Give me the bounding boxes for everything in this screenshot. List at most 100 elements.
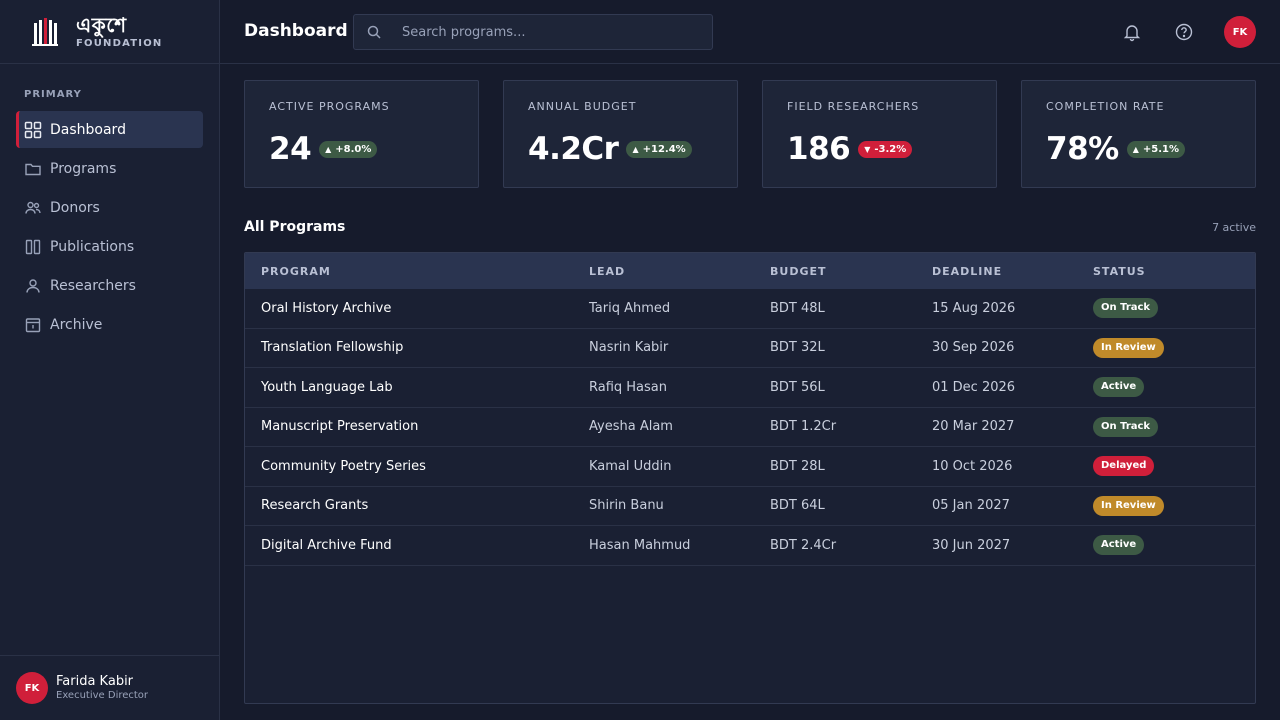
delta-badge: ▲ +8.0% [319, 140, 378, 158]
column-header-budget[interactable]: BUDGET [770, 264, 827, 278]
user-profile[interactable]: FK Farida Kabir Executive Director [0, 655, 219, 720]
sidebar-nav: Dashboard Programs Donors Publications R… [16, 111, 203, 345]
program-name: Digital Archive Fund [261, 537, 392, 553]
stat-value: 78% [1046, 131, 1119, 167]
arrow-up-icon: ▲ [632, 144, 639, 154]
program-budget: BDT 28L [770, 458, 825, 474]
sidebar-item-donors[interactable]: Donors [16, 189, 203, 226]
column-header-status[interactable]: STATUS [1093, 264, 1146, 278]
program-name: Translation Fellowship [261, 340, 404, 356]
stat-label: COMPLETION RATE [1046, 100, 1165, 113]
table-row[interactable]: Oral History Archive Tariq Ahmed BDT 48L 15… [245, 289, 1255, 329]
program-name: Manuscript Preservation [261, 419, 419, 435]
book-icon [25, 239, 41, 254]
sidebar-item-label: Archive [50, 316, 103, 333]
shaheed-minar-logo-icon [32, 17, 58, 46]
status-cell: Active [1093, 535, 1253, 556]
search-input[interactable] [402, 24, 702, 40]
stat-card-annual-budget: ANNUAL BUDGET 4.2Cr ▲ +12.4% [503, 80, 738, 188]
status-badge: In Review [1093, 495, 1164, 516]
sidebar-item-archive[interactable]: Archive [16, 306, 203, 343]
stat-card-field-researchers: FIELD RESEARCHERS 186 ▼ -3.2% [762, 80, 997, 188]
sidebar-item-label: Donors [50, 199, 100, 216]
sidebar-item-label: Programs [50, 160, 117, 177]
delta-value: -3.2% [874, 143, 907, 155]
sidebar: একুশে FOUNDATION PRIMARY Dashboard Progr… [0, 0, 220, 720]
program-deadline: 20 Mar 2027 [932, 419, 1015, 435]
delta-badge: ▲ +5.1% [1126, 140, 1185, 158]
status-badge: On Track [1093, 298, 1159, 319]
stat-value: 24 [269, 131, 312, 167]
program-name: Youth Language Lab [261, 379, 393, 395]
program-name: Research Grants [261, 498, 369, 514]
stat-label: ANNUAL BUDGET [528, 100, 637, 113]
sidebar-item-dashboard[interactable]: Dashboard [16, 111, 203, 148]
status-badge: On Track [1093, 416, 1159, 437]
stat-value: 186 [787, 131, 851, 167]
status-cell: On Track [1093, 298, 1253, 319]
stat-value: 4.2Cr [528, 131, 619, 167]
status-cell: On Track [1093, 416, 1253, 437]
table-row[interactable]: Youth Language Lab Rafiq Hasan BDT 56L 01 D… [245, 368, 1255, 408]
program-deadline: 30 Jun 2027 [932, 537, 1011, 553]
program-budget: BDT 1.2Cr [770, 419, 837, 435]
user-icon [26, 278, 40, 293]
nav-section-label: PRIMARY [24, 89, 82, 100]
program-lead: Shirin Banu [589, 498, 664, 514]
arrow-up-icon: ▲ [325, 144, 332, 154]
section-title: All Programs [244, 219, 346, 235]
delta-badge: ▼ -3.2% [858, 140, 913, 158]
header-avatar[interactable]: FK [1224, 16, 1256, 48]
program-deadline: 05 Jan 2027 [932, 498, 1010, 514]
status-badge: Active [1093, 535, 1145, 556]
stat-label: FIELD RESEARCHERS [787, 100, 920, 113]
table-row[interactable]: Digital Archive Fund Hasan Mahmud BDT 2.4C… [245, 526, 1255, 566]
arrow-down-icon: ▼ [864, 144, 871, 154]
sidebar-item-publications[interactable]: Publications [16, 228, 203, 265]
program-deadline: 10 Oct 2026 [932, 458, 1013, 474]
sidebar-item-label: Dashboard [50, 121, 126, 138]
program-lead: Ayesha Alam [589, 419, 673, 435]
delta-value: +8.0% [335, 143, 372, 155]
program-deadline: 01 Dec 2026 [932, 379, 1016, 395]
bell-icon[interactable] [1122, 22, 1142, 42]
delta-value: +5.1% [1142, 143, 1179, 155]
program-budget: BDT 32L [770, 340, 825, 356]
table-header: PROGRAM LEAD BUDGET DEADLINE STATUS [245, 253, 1255, 289]
search-box[interactable] [353, 14, 713, 50]
stat-label: ACTIVE PROGRAMS [269, 100, 390, 113]
status-badge: Delayed [1093, 456, 1155, 477]
table-row[interactable]: Research Grants Shirin Banu BDT 64L 05 Jan … [245, 487, 1255, 526]
user-name: Farida Kabir [56, 674, 134, 690]
sidebar-item-programs[interactable]: Programs [16, 150, 203, 187]
program-budget: BDT 48L [770, 300, 825, 316]
program-lead: Rafiq Hasan [589, 379, 668, 395]
stat-card-active-programs: ACTIVE PROGRAMS 24 ▲ +8.0% [244, 80, 479, 188]
brand[interactable]: একুশে FOUNDATION [0, 0, 219, 64]
help-icon[interactable] [1174, 22, 1194, 42]
table-row[interactable]: Manuscript Preservation Ayesha Alam BDT 1.… [245, 408, 1255, 447]
delta-value: +12.4% [642, 143, 686, 155]
status-badge: Active [1093, 377, 1145, 398]
column-header-lead[interactable]: LEAD [589, 264, 626, 278]
sidebar-item-researchers[interactable]: Researchers [16, 267, 203, 304]
program-lead: Nasrin Kabir [589, 340, 669, 356]
users-icon [25, 201, 41, 214]
column-header-program[interactable]: PROGRAM [261, 264, 331, 278]
status-cell: Active [1093, 377, 1253, 398]
status-cell: In Review [1093, 337, 1253, 358]
status-cell: Delayed [1093, 456, 1253, 477]
column-header-deadline[interactable]: DEADLINE [932, 264, 1003, 278]
program-lead: Kamal Uddin [589, 458, 672, 474]
folder-icon [25, 163, 41, 175]
status-cell: In Review [1093, 495, 1253, 516]
brand-name: একুশে [76, 12, 127, 37]
search-icon [367, 25, 381, 39]
active-count: 7 active [1212, 221, 1256, 234]
arrow-up-icon: ▲ [1132, 144, 1139, 154]
table-row[interactable]: Community Poetry Series Kamal Uddin BDT 28… [245, 447, 1255, 487]
program-budget: BDT 56L [770, 379, 825, 395]
sidebar-item-label: Publications [50, 238, 135, 255]
page-title: Dashboard [244, 21, 348, 41]
table-row[interactable]: Translation Fellowship Nasrin Kabir BDT 32… [245, 329, 1255, 368]
